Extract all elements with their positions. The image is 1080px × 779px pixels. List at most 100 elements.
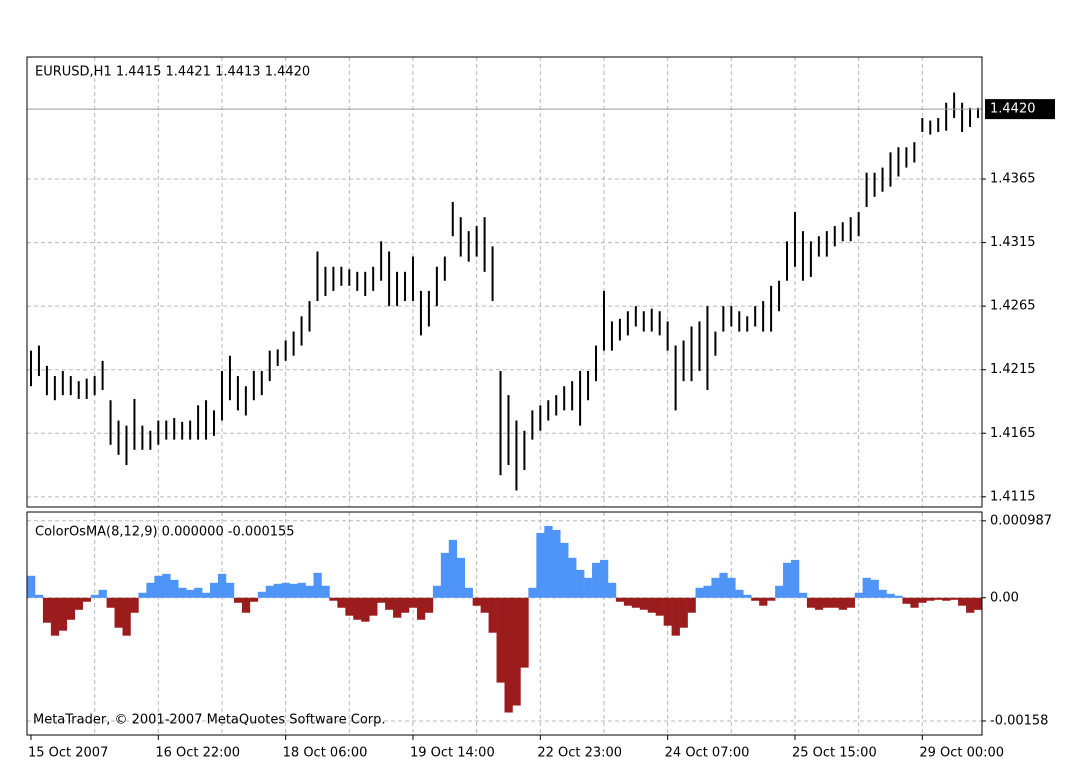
- x-tick-label: 16 Oct 22:00: [155, 746, 240, 761]
- osma-bar: [894, 595, 903, 598]
- osma-bar: [647, 597, 657, 613]
- osma-bar: [273, 583, 282, 598]
- osma-bar: [607, 582, 617, 598]
- y-tick-label: 1.4115: [990, 489, 1036, 504]
- osma-bar: [210, 582, 219, 598]
- osma-bar: [592, 562, 601, 598]
- osma-bar: [249, 597, 259, 602]
- osma-bar: [631, 597, 641, 608]
- y-tick-label: -0.00158: [990, 713, 1048, 728]
- osma-bar: [918, 597, 927, 603]
- osma-bar: [639, 597, 649, 610]
- osma-bar: [663, 597, 672, 626]
- osma-bar: [186, 589, 195, 598]
- osma-bar: [727, 577, 736, 598]
- osma-bar: [472, 597, 481, 606]
- osma-bar: [870, 579, 879, 598]
- osma-bar: [377, 597, 386, 603]
- osma-bar: [759, 597, 768, 606]
- osma-bar: [233, 597, 243, 603]
- osma-bar: [703, 585, 712, 598]
- osma-bar: [806, 597, 816, 608]
- y-tick-label: 0.000987: [990, 513, 1052, 528]
- osma-bar: [448, 539, 458, 598]
- osma-bar: [313, 572, 322, 598]
- osma-bar: [798, 592, 808, 598]
- osma-bar: [218, 573, 227, 598]
- osma-bar: [719, 572, 728, 598]
- osma-bar: [679, 597, 688, 628]
- osma-bar: [838, 597, 848, 610]
- osma-bar: [393, 597, 402, 618]
- osma-bar: [289, 583, 298, 598]
- osma-bar: [886, 593, 895, 598]
- osma-bar: [846, 597, 855, 608]
- osma-bar: [122, 597, 131, 636]
- osma-bar: [814, 597, 824, 610]
- osma-bar: [950, 597, 959, 600]
- osma-bar: [584, 577, 593, 598]
- osma-bar: [337, 597, 346, 608]
- osma-bar: [615, 597, 625, 602]
- osma-bar: [369, 597, 378, 616]
- osma-bar: [687, 597, 696, 613]
- osma-bar: [878, 589, 887, 598]
- osma-bar: [281, 582, 290, 598]
- osma-bar: [178, 587, 187, 598]
- osma-bar: [854, 592, 863, 598]
- osma-bar: [767, 597, 776, 601]
- osma-bar: [58, 597, 68, 631]
- osma-bar: [146, 582, 155, 598]
- osma-bar: [902, 597, 911, 604]
- osma-bar: [623, 597, 633, 606]
- osma-bar: [138, 592, 147, 598]
- osma-bar: [432, 585, 442, 598]
- x-tick-label: 15 Oct 2007: [28, 746, 108, 761]
- x-tick-label: 22 Oct 23:00: [537, 746, 622, 761]
- x-tick-label: 24 Oct 07:00: [665, 746, 750, 761]
- indicator-title: ColorOsMA(8,12,9) 0.000000 -0.000155: [35, 525, 295, 540]
- osma-bar: [42, 597, 52, 623]
- osma-bar: [225, 582, 235, 598]
- osma-bar: [130, 597, 139, 613]
- osma-bar: [600, 559, 609, 598]
- osma-bar: [862, 577, 871, 598]
- indicator-panel: [26, 511, 983, 736]
- osma-bar: [560, 542, 569, 598]
- osma-bar: [353, 597, 362, 620]
- osma-bar: [409, 597, 418, 608]
- osma-bar: [98, 589, 107, 598]
- osma-bar: [711, 577, 720, 598]
- osma-bar: [974, 597, 983, 610]
- osma-bar: [194, 587, 203, 598]
- osma-bar: [480, 597, 489, 613]
- osma-bar: [791, 559, 800, 598]
- price-panel: [26, 56, 983, 508]
- y-tick-label: 1.4215: [990, 362, 1036, 377]
- current-price-box: [985, 99, 1055, 120]
- osma-bar: [504, 597, 513, 713]
- osma-bar: [751, 597, 760, 601]
- osma-bar: [496, 597, 505, 683]
- y-tick-label: 1.4165: [990, 426, 1036, 441]
- osma-bar: [934, 597, 943, 600]
- x-tick-label: 29 Oct 00:00: [919, 746, 1004, 761]
- osma-bar: [27, 575, 36, 598]
- osma-bar: [90, 594, 99, 598]
- osma-bar: [114, 597, 123, 628]
- osma-bar: [74, 597, 84, 610]
- y-tick-label: 1.4315: [990, 235, 1036, 250]
- osma-bar: [552, 529, 561, 598]
- symbol-header: EURUSD,H1 1.4415 1.4421 1.4413 1.4420: [35, 65, 310, 80]
- osma-bar: [743, 594, 752, 598]
- osma-bar: [910, 597, 919, 608]
- osma-bar: [775, 585, 784, 598]
- osma-bar: [568, 557, 577, 598]
- osma-bar: [401, 597, 410, 613]
- osma-bar: [456, 557, 466, 598]
- osma-bar: [966, 597, 975, 613]
- osma-bar: [464, 587, 473, 598]
- osma-bar: [424, 597, 434, 613]
- osma-bar: [942, 597, 951, 601]
- x-tick-label: 25 Oct 15:00: [792, 746, 877, 761]
